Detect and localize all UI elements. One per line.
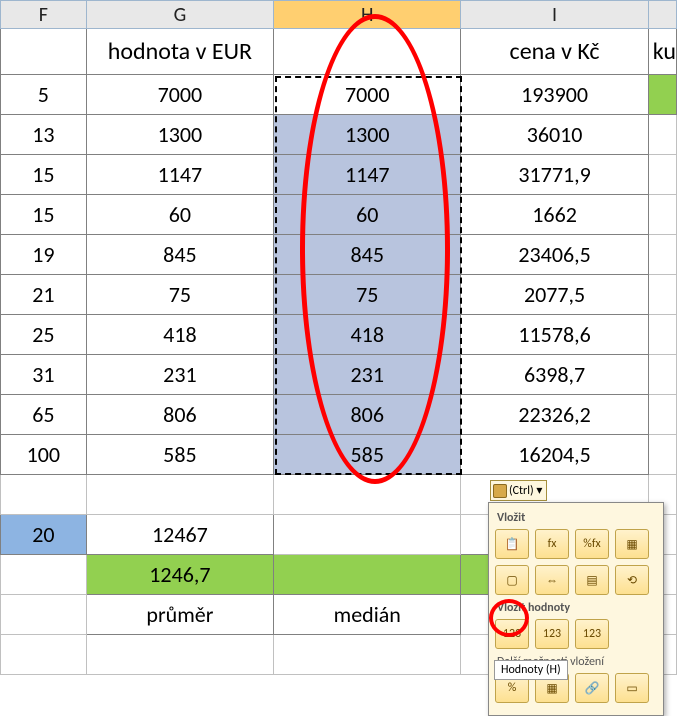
cell-G[interactable]: 585 bbox=[86, 435, 273, 475]
label-H: medián bbox=[274, 595, 461, 635]
cell-F[interactable]: 15 bbox=[1, 195, 87, 235]
table-row: 1984584523406,5 bbox=[1, 235, 677, 275]
cell-F[interactable]: 21 bbox=[1, 275, 87, 315]
cell-F[interactable]: 100 bbox=[1, 435, 87, 475]
paste-opt-r1-1[interactable]: fx bbox=[535, 529, 569, 559]
popup-section-paste: Vložit bbox=[497, 511, 657, 525]
sum-F: 20 bbox=[1, 515, 87, 555]
cell-F[interactable]: 13 bbox=[1, 115, 87, 155]
cell-I[interactable]: 11578,6 bbox=[461, 315, 648, 355]
header-J: ku bbox=[648, 29, 676, 75]
cell-J[interactable] bbox=[648, 395, 676, 435]
cell-J[interactable] bbox=[648, 315, 676, 355]
col-header-G[interactable]: G bbox=[86, 1, 273, 29]
cell-I[interactable]: 31771,9 bbox=[461, 155, 648, 195]
cell-H[interactable]: 231 bbox=[274, 355, 461, 395]
cell-G[interactable]: 845 bbox=[86, 235, 273, 275]
cell-I[interactable]: 16204,5 bbox=[461, 435, 648, 475]
paste-opt-r2-2[interactable]: ▤ bbox=[575, 565, 609, 595]
table-row: 131300130036010 bbox=[1, 115, 677, 155]
cell-I[interactable]: 6398,7 bbox=[461, 355, 648, 395]
cell-J[interactable] bbox=[648, 235, 676, 275]
table-row: 312312316398,7 bbox=[1, 355, 677, 395]
cell-H[interactable]: 418 bbox=[274, 315, 461, 355]
cell-J[interactable] bbox=[648, 195, 676, 235]
paste-opt-r2-3[interactable]: ⟲ bbox=[615, 565, 649, 595]
paste-opt-r2-0[interactable]: ▢ bbox=[495, 565, 529, 595]
cell-G[interactable]: 7000 bbox=[86, 75, 273, 115]
cell-F[interactable]: 5 bbox=[1, 75, 87, 115]
header-G: hodnota v EUR bbox=[86, 29, 273, 75]
paste-opt-r1-2[interactable]: %fx bbox=[575, 529, 609, 559]
table-row: 6580680622326,2 bbox=[1, 395, 677, 435]
col-header-F[interactable]: F bbox=[1, 1, 87, 29]
paste-options-popup: Vložit 📋fx%fx▦ ▢⇔▤⟲ Vložit hodnoty 12312… bbox=[488, 502, 664, 716]
header-H bbox=[274, 29, 461, 75]
column-header-row: F G H I bbox=[1, 1, 677, 29]
cell-I[interactable]: 1662 bbox=[461, 195, 648, 235]
smarttag-label: (Ctrl) ▾ bbox=[509, 483, 542, 498]
cell-H[interactable]: 75 bbox=[274, 275, 461, 315]
table-row: 1560601662 bbox=[1, 195, 677, 235]
cell-F[interactable]: 25 bbox=[1, 315, 87, 355]
paste-opt-r1-0[interactable]: 📋 bbox=[495, 529, 529, 559]
clipboard-icon bbox=[493, 484, 507, 498]
cell-I[interactable]: 23406,5 bbox=[461, 235, 648, 275]
cell-H[interactable]: 1147 bbox=[274, 155, 461, 195]
cell-G[interactable]: 1300 bbox=[86, 115, 273, 155]
sum-G: 12467 bbox=[86, 515, 273, 555]
cell-I[interactable]: 22326,2 bbox=[461, 395, 648, 435]
cell-J[interactable] bbox=[648, 115, 676, 155]
cell-F[interactable]: 15 bbox=[1, 155, 87, 195]
tooltip-values: Hodnoty (H) bbox=[494, 660, 568, 680]
cell-G[interactable]: 60 bbox=[86, 195, 273, 235]
cell-J[interactable] bbox=[648, 75, 676, 115]
paste-more-2[interactable]: 🔗 bbox=[575, 673, 609, 703]
paste-values-0[interactable]: 123 bbox=[495, 619, 529, 649]
table-header-row: hodnota v EUR cena v Kč ku bbox=[1, 29, 677, 75]
cell-F[interactable]: 31 bbox=[1, 355, 87, 395]
table-row: 10058558516204,5 bbox=[1, 435, 677, 475]
cell-J[interactable] bbox=[648, 355, 676, 395]
cell-I[interactable]: 36010 bbox=[461, 115, 648, 155]
cell-F[interactable]: 65 bbox=[1, 395, 87, 435]
cell-H[interactable]: 7000 bbox=[274, 75, 461, 115]
cell-G[interactable]: 806 bbox=[86, 395, 273, 435]
header-I: cena v Kč bbox=[461, 29, 648, 75]
col-header-I[interactable]: I bbox=[461, 1, 648, 29]
cell-H[interactable]: 806 bbox=[274, 395, 461, 435]
col-header-H[interactable]: H bbox=[274, 1, 461, 29]
cell-G[interactable]: 418 bbox=[86, 315, 273, 355]
paste-values-2[interactable]: 123 bbox=[575, 619, 609, 649]
label-G: průměr bbox=[86, 595, 273, 635]
cell-G[interactable]: 231 bbox=[86, 355, 273, 395]
paste-opt-r1-3[interactable]: ▦ bbox=[615, 529, 649, 559]
table-row: 2175752077,5 bbox=[1, 275, 677, 315]
cell-J[interactable] bbox=[648, 275, 676, 315]
paste-smarttag[interactable]: (Ctrl) ▾ bbox=[490, 480, 547, 501]
cell-G[interactable]: 75 bbox=[86, 275, 273, 315]
table-row: 151147114731771,9 bbox=[1, 155, 677, 195]
popup-section-values: Vložit hodnoty bbox=[497, 601, 657, 615]
col-header-J[interactable] bbox=[648, 1, 676, 29]
paste-values-1[interactable]: 123 bbox=[535, 619, 569, 649]
table-row: 570007000193900 bbox=[1, 75, 677, 115]
avg-G: 1246,7 bbox=[86, 555, 273, 595]
cell-H[interactable]: 1300 bbox=[274, 115, 461, 155]
cell-I[interactable]: 193900 bbox=[461, 75, 648, 115]
cell-J[interactable] bbox=[648, 155, 676, 195]
paste-more-3[interactable]: ▭ bbox=[615, 673, 649, 703]
cell-H[interactable]: 845 bbox=[274, 235, 461, 275]
paste-opt-r2-1[interactable]: ⇔ bbox=[535, 565, 569, 595]
cell-I[interactable]: 2077,5 bbox=[461, 275, 648, 315]
cell-F[interactable]: 19 bbox=[1, 235, 87, 275]
cell-J[interactable] bbox=[648, 435, 676, 475]
cell-H[interactable]: 60 bbox=[274, 195, 461, 235]
cell-H[interactable]: 585 bbox=[274, 435, 461, 475]
table-row: 2541841811578,6 bbox=[1, 315, 677, 355]
cell-G[interactable]: 1147 bbox=[86, 155, 273, 195]
